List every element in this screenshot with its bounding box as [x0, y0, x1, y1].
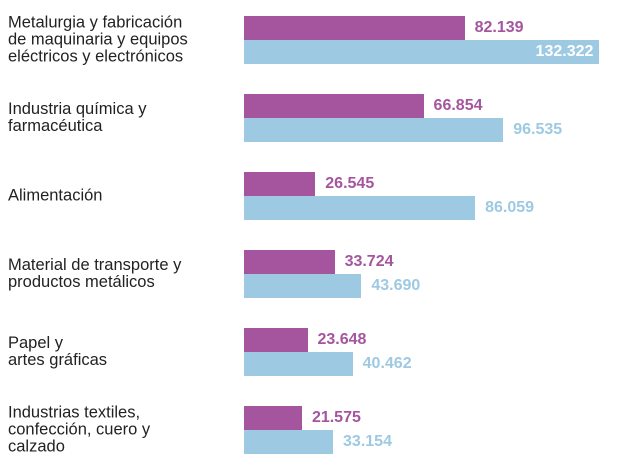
bar: [244, 274, 362, 298]
bar: [244, 94, 424, 118]
value-label: 82.139: [474, 19, 524, 36]
category-label: Industrias textiles, confección, cuero y…: [8, 403, 151, 455]
bar: [244, 16, 465, 40]
value-label: 86.059: [485, 199, 535, 216]
category-label: Alimentación: [8, 186, 103, 205]
bar: [244, 430, 334, 454]
value-label: 23.648: [317, 331, 367, 348]
bar: [244, 406, 302, 430]
category-label: Material de transporte y productos metál…: [8, 256, 182, 291]
category-label: Papel y artes gráficas: [8, 334, 108, 369]
value-label: 132.322: [535, 43, 594, 60]
value-label: 40.462: [362, 355, 412, 372]
bar: [244, 250, 335, 274]
value-label: 33.154: [343, 433, 392, 450]
value-label: 26.545: [325, 175, 375, 192]
value-label: 43.690: [371, 277, 421, 294]
bar: [244, 118, 504, 142]
value-label: 96.535: [513, 121, 563, 138]
bar: [244, 352, 353, 376]
value-label: 21.575: [311, 409, 361, 426]
value-label: 66.854: [433, 97, 483, 114]
category-label: Industria química y farmacéutica: [8, 100, 147, 135]
bar: [244, 40, 600, 64]
bar: [244, 328, 308, 352]
category-label: Metalurgia y fabricación de maquinaria y…: [8, 13, 188, 66]
value-label: 33.724: [344, 253, 394, 270]
bar: [244, 172, 316, 196]
bar: [244, 196, 476, 220]
